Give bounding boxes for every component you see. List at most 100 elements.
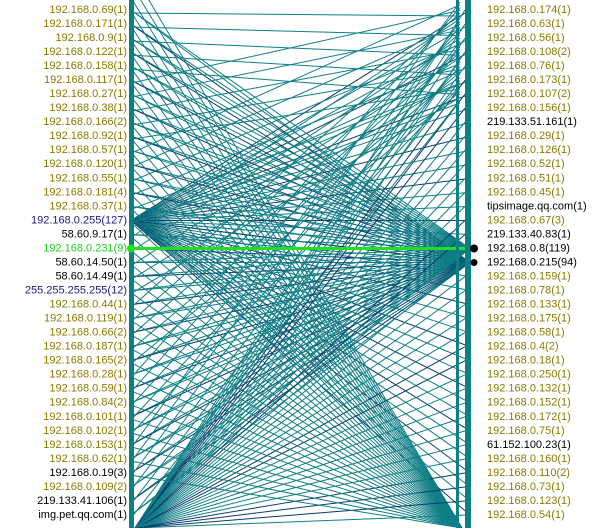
edge: [134, 486, 466, 528]
left-node-label: 192.168.0.69(1): [49, 4, 127, 16]
right-node-label: 219.133.40.83(1): [487, 228, 571, 240]
left-node-label: 192.168.0.158(1): [43, 60, 127, 72]
left-node-label: 192.168.0.44(1): [49, 299, 127, 311]
left-node-label: 192.168.0.55(1): [49, 172, 127, 184]
right-node-label: 192.168.0.75(1): [487, 425, 565, 437]
right-node-label: 192.168.0.108(2): [487, 46, 571, 58]
edge: [130, 306, 463, 528]
right-node-label: 192.168.0.107(2): [487, 88, 571, 100]
edge: [130, 278, 463, 528]
edge: [130, 63, 461, 196]
right-node-label: 192.168.0.51(1): [487, 172, 565, 184]
edge: [130, 38, 461, 252]
edge: [130, 32, 461, 323]
right-node-label: 192.168.0.4(2): [487, 341, 559, 353]
edge: [130, 46, 461, 407]
left-node-label: 192.168.0.102(1): [43, 425, 127, 437]
edge: [130, 248, 471, 418]
left-node-label: 192.168.0.231(9): [43, 242, 127, 254]
edge: [134, 444, 466, 528]
edge: [130, 109, 463, 528]
edge: [130, 250, 463, 528]
edge: [130, 77, 461, 280]
edge: [134, 402, 466, 528]
edge: [134, 121, 466, 528]
edge: [130, 11, 463, 528]
edge: [130, 166, 463, 528]
right-node-label: 192.168.0.173(1): [487, 74, 571, 86]
edge: [134, 107, 466, 528]
edge: [130, 23, 471, 249]
edge: [130, 4, 461, 154]
left-node-label: 192.168.0.62(1): [49, 453, 127, 465]
edge: [130, 418, 463, 528]
right-node-label: 219.133.51.161(1): [487, 116, 577, 128]
edge: [130, 432, 463, 528]
right-node-label: 192.168.0.123(1): [487, 495, 571, 507]
edge: [130, 52, 461, 337]
right-node-label: 192.168.0.160(1): [487, 453, 571, 465]
edge: [130, 248, 471, 432]
edge: [130, 248, 471, 404]
left-node-label: 219.133.41.106(1): [37, 495, 127, 507]
edge: [130, 124, 463, 528]
edge: [130, 18, 461, 238]
left-node-label: 192.168.0.66(2): [49, 327, 127, 339]
edge: [134, 430, 466, 528]
edge: [130, 12, 461, 309]
left-node-label: 192.168.0.57(1): [49, 144, 127, 156]
edge: [130, 390, 463, 528]
left-axis: [129, 0, 134, 528]
left-node-label: 192.168.0.165(2): [43, 355, 127, 367]
edge: [130, 177, 471, 249]
right-node-label: 192.168.0.56(1): [487, 32, 565, 44]
edge: [130, 49, 461, 112]
right-node-label: 192.168.0.215(94): [487, 256, 577, 268]
edge: [134, 248, 466, 528]
edge: [134, 458, 466, 528]
edge: [134, 304, 466, 528]
edges: [130, 0, 473, 528]
right-node-label: 192.168.0.172(1): [487, 411, 571, 423]
right-node-label: 192.168.0.54(1): [487, 509, 565, 521]
edge: [130, 43, 461, 182]
right-node-label: 192.168.0.174(1): [487, 4, 571, 16]
edge: [134, 500, 466, 528]
edge: [130, 91, 461, 365]
edge: [130, 248, 471, 390]
right-axis-inner: [456, 0, 459, 528]
left-node-label: 192.168.0.119(1): [44, 313, 127, 325]
edge: [130, 95, 463, 528]
left-node-label: 192.168.0.187(1): [43, 341, 127, 353]
left-node-label: 192.168.0.19(3): [49, 467, 127, 479]
edge: [130, 205, 471, 250]
edge: [134, 135, 466, 528]
edge: [130, 248, 471, 460]
edge: [134, 388, 466, 528]
right-node-label: 192.168.0.73(1): [487, 481, 565, 493]
left-node-label: 192.168.0.109(2): [43, 481, 127, 493]
left-node-label: img.pet.qq.com(1): [38, 509, 127, 521]
edge: [134, 360, 466, 528]
left-node-label: 58.60.14.50(1): [55, 256, 127, 268]
edge: [130, 208, 463, 528]
labels: 192.168.0.69(1) 192.168.0.171(1) 192.168.0…: [25, 4, 587, 521]
edge: [130, 88, 461, 140]
right-node-label: 192.168.0.18(1): [487, 355, 565, 367]
left-node-label: 192.168.0.122(1): [43, 46, 127, 58]
edge: [134, 276, 466, 528]
right-node-label: 192.168.0.8(119): [487, 242, 570, 254]
left-node-label: 58.60.9.17(1): [62, 228, 127, 240]
edge: [130, 26, 461, 37]
left-node-label: 192.168.0.117(1): [44, 74, 127, 86]
edge: [134, 374, 466, 528]
right-node-label: 192.168.0.45(1): [487, 186, 565, 198]
left-node-label: 192.168.0.101(1): [43, 411, 127, 423]
right-node-label: 192.168.0.175(1): [487, 313, 571, 325]
edge: [130, 68, 461, 126]
node-dot: [470, 259, 478, 267]
axes: [129, 0, 471, 528]
edge: [130, 236, 463, 528]
left-node-label: 192.168.0.59(1): [49, 383, 127, 395]
